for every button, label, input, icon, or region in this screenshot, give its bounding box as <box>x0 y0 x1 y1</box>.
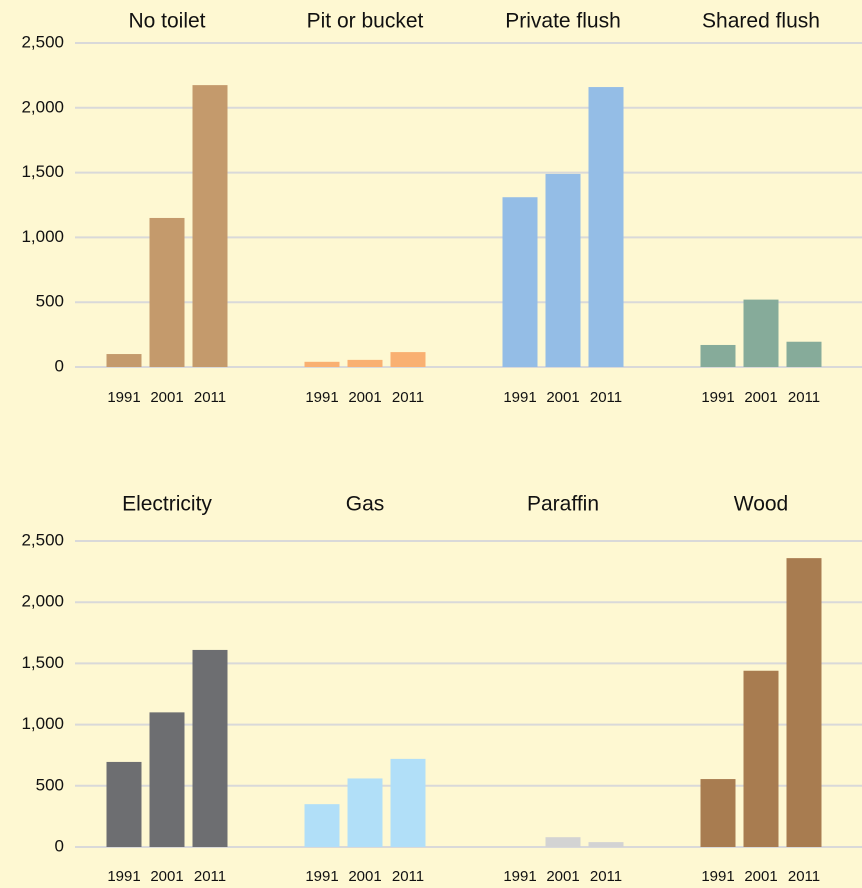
y-tick-label: 500 <box>36 775 64 794</box>
x-tick-label: 2011 <box>590 868 622 885</box>
bar <box>588 87 624 368</box>
y-tick-label: 500 <box>36 292 64 311</box>
group-title: Private flush <box>505 10 621 33</box>
x-tick-label: 2011 <box>194 868 226 885</box>
bar <box>588 842 624 847</box>
group-title: Gas <box>346 493 385 516</box>
x-tick-label: 2001 <box>348 389 381 406</box>
group-title: Pit or bucket <box>307 10 424 33</box>
group-title: Paraffin <box>527 493 599 516</box>
x-tick-label: 1991 <box>701 389 734 406</box>
bar <box>192 85 228 368</box>
y-tick-label: 1,000 <box>21 227 64 246</box>
bar <box>304 361 340 367</box>
x-tick-label: 2011 <box>788 389 820 406</box>
x-tick-label: 1991 <box>107 389 140 406</box>
bar <box>743 670 779 847</box>
x-tick-label: 1991 <box>701 868 734 885</box>
x-tick-label: 2011 <box>788 868 820 885</box>
y-tick-label: 1,000 <box>21 714 64 733</box>
bar <box>106 761 142 847</box>
bar <box>502 197 538 367</box>
y-tick-label: 0 <box>55 836 64 855</box>
x-tick-label: 2001 <box>150 868 183 885</box>
y-tick-label: 0 <box>55 356 64 375</box>
bar <box>149 712 185 847</box>
group-title: Shared flush <box>702 10 820 33</box>
x-tick-label: 2011 <box>392 868 424 885</box>
bar <box>700 779 736 847</box>
bar <box>545 173 581 367</box>
bar <box>390 352 426 367</box>
bar <box>545 837 581 847</box>
bar <box>700 344 736 367</box>
bar <box>743 299 779 367</box>
y-tick-label: 1,500 <box>21 653 64 672</box>
bar <box>347 359 383 367</box>
bar <box>347 778 383 847</box>
bar <box>786 341 822 367</box>
bar <box>304 804 340 847</box>
bar <box>192 649 228 847</box>
bar <box>106 354 142 367</box>
y-tick-label: 2,500 <box>21 32 64 51</box>
x-tick-label: 1991 <box>305 868 338 885</box>
x-tick-label: 2011 <box>590 389 622 406</box>
x-tick-label: 1991 <box>107 868 140 885</box>
x-tick-label: 2001 <box>348 868 381 885</box>
x-tick-label: 2001 <box>546 389 579 406</box>
x-tick-label: 2001 <box>546 868 579 885</box>
bar <box>390 758 426 847</box>
y-tick-label: 2,500 <box>21 530 64 549</box>
y-tick-label: 1,500 <box>21 162 64 181</box>
x-tick-label: 2001 <box>744 868 777 885</box>
x-tick-label: 2011 <box>194 389 226 406</box>
group-title: Wood <box>734 493 788 516</box>
x-tick-label: 2011 <box>392 389 424 406</box>
x-tick-label: 1991 <box>305 389 338 406</box>
y-tick-label: 2,000 <box>21 592 64 611</box>
x-tick-label: 2001 <box>150 389 183 406</box>
x-tick-label: 1991 <box>503 389 536 406</box>
x-tick-label: 1991 <box>503 868 536 885</box>
bar <box>149 217 185 367</box>
x-tick-label: 2001 <box>744 389 777 406</box>
group-title: Electricity <box>122 493 212 516</box>
bar <box>786 558 822 847</box>
group-title: No toilet <box>128 10 205 33</box>
y-tick-label: 2,000 <box>21 97 64 116</box>
